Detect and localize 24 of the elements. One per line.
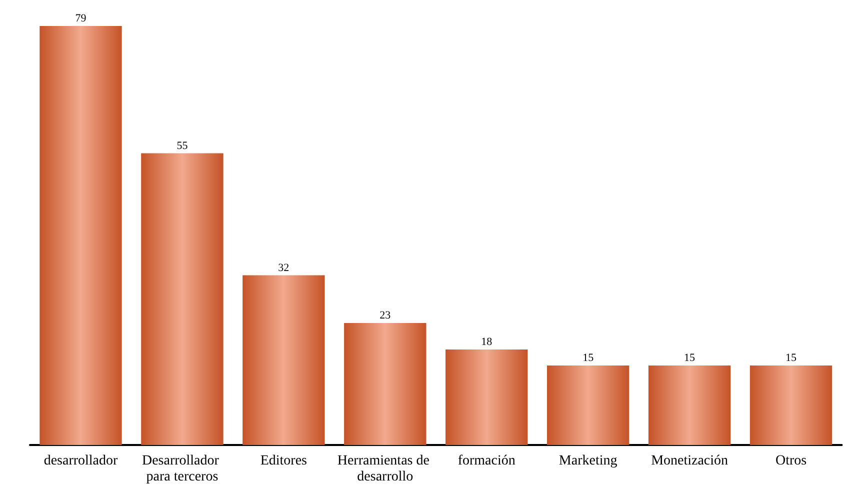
bar <box>446 350 528 445</box>
data-label: 32 <box>278 262 290 274</box>
x-tick-label: Otros <box>775 454 807 468</box>
bar <box>344 323 426 445</box>
bar <box>40 26 122 445</box>
data-label: 15 <box>684 352 696 364</box>
x-tick-label: Monetización <box>651 454 728 468</box>
x-tick-label: Herramientas de desarrollo <box>337 454 433 484</box>
x-tick-label: Desarrollador para terceros <box>142 454 222 484</box>
bar <box>141 153 224 445</box>
x-tick-label: Editores <box>260 454 307 468</box>
bar <box>546 365 630 445</box>
bar <box>242 275 325 445</box>
data-label: 23 <box>380 310 392 322</box>
data-label: 15 <box>582 352 594 364</box>
x-tick-label: formación <box>458 454 516 468</box>
data-label: 55 <box>176 140 188 152</box>
data-label: 15 <box>786 352 798 364</box>
data-label: 18 <box>481 336 493 348</box>
bar <box>648 365 731 445</box>
x-tick-label: Marketing <box>558 454 618 468</box>
data-label: 79 <box>75 12 87 24</box>
bar <box>750 365 832 445</box>
x-tick-label: desarrollador <box>44 454 118 468</box>
